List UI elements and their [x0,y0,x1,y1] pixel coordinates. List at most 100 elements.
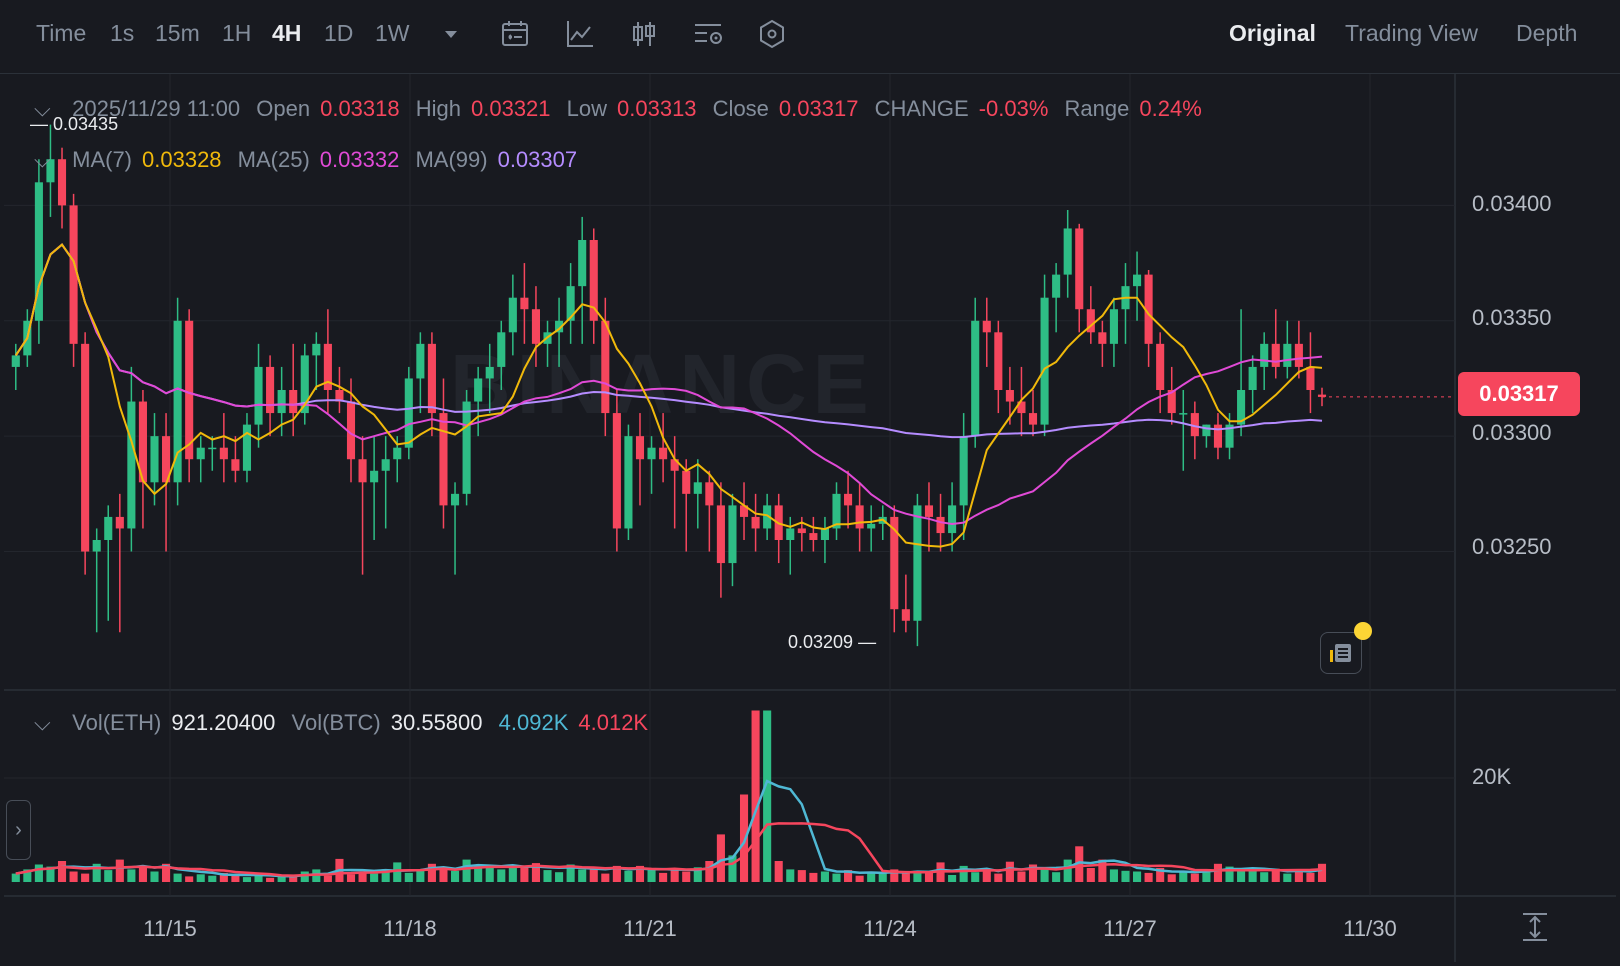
volume-bar [739,794,749,882]
volume-bar [23,869,32,882]
volume-bar [1202,869,1211,882]
timeframe-4h[interactable]: 4H [272,20,302,46]
volume-bar [751,710,760,882]
calendar-range-icon[interactable] [498,17,532,51]
collapse-chevron-icon[interactable]: ⌵ [34,96,51,121]
candle-up [104,516,113,540]
candle-down [1098,332,1107,344]
candle-up [1109,309,1118,344]
timeframe-1w[interactable]: 1W [375,20,410,46]
volume-bar [809,872,818,882]
candle-down [81,343,90,552]
timeframe-1d[interactable]: 1D [324,20,354,46]
volume-bar [162,863,171,882]
candle-up [34,182,43,321]
volume-bar [763,710,772,882]
time-axis-label: 11/24 [863,916,917,941]
candle-down [1005,390,1014,402]
volume-bar [1271,868,1280,882]
volume-bar [1133,871,1142,882]
volume-bar [948,875,957,882]
volume-bar [81,873,90,882]
current-price-tag: 0.03317 [1458,372,1580,416]
expand-sidebar-button[interactable]: › [6,800,31,860]
volume-bar [1098,859,1107,882]
volume-bar [1028,864,1038,882]
volume-bar [913,870,922,882]
volume-bar [1190,873,1199,882]
indicator-settings-icon[interactable] [691,17,725,51]
volume-bar [716,834,725,882]
volume-bar [485,866,494,882]
candle-up [1248,366,1257,390]
ma99-value: 0.03307 [497,147,578,172]
volume-collapse-chevron-icon[interactable]: ⌵ [34,710,51,735]
candle-down [809,533,818,540]
candle-up [254,366,263,425]
volume-bar [150,871,159,882]
candle-down [1271,343,1280,367]
volume-bar [46,866,55,882]
line-chart-icon[interactable] [563,17,597,51]
dropdown-caret-icon[interactable] [434,17,468,51]
candle-down [682,470,691,494]
candle-down [890,516,899,610]
fit-vertical-icon[interactable] [1518,910,1552,944]
candle-down [289,390,298,414]
close-value: 0.03317 [778,96,859,121]
time-axis-label: 11/18 [383,916,437,941]
candle-up [1052,274,1061,298]
open-label: Open [256,96,311,121]
candle-down [1017,401,1026,414]
volume-bar [624,870,633,882]
volume-bar [1063,859,1072,882]
volume-bar [601,873,610,882]
news-button[interactable] [1320,632,1362,674]
candle-down [936,516,945,534]
volume-bar [994,873,1003,882]
volume-bar [346,874,356,882]
hexagon-settings-icon[interactable] [755,17,789,51]
candle-up [566,286,575,321]
volume-bar [208,875,217,882]
candle-type-icon[interactable] [627,17,661,51]
candle-up [948,505,957,534]
change-value: -0.03% [978,96,1049,121]
range-value: 0.24% [1139,96,1202,121]
candle-down [844,493,853,506]
volume-bar [566,864,575,882]
timeframe-time[interactable]: Time [36,20,87,46]
volume-bar [543,870,552,882]
ma7-label: MA(7) [72,147,133,172]
volume-bar [219,872,228,882]
volume-bar [173,873,182,882]
volume-bar [427,863,436,882]
timeframe-1s[interactable]: 1s [110,20,135,46]
candle-down [162,436,171,483]
candle-up [959,436,968,506]
volume-bar [1179,871,1188,882]
volume-bar [1294,870,1303,882]
candle-up [92,540,101,552]
candle-up [624,436,633,529]
candle-down [589,240,598,321]
candle-up [208,447,217,450]
timeframe-15m[interactable]: 15m [155,20,200,46]
volume-bar [555,872,564,882]
view-depth[interactable]: Depth [1516,20,1578,46]
candle-down [185,320,194,460]
view-trading-view[interactable]: Trading View [1345,20,1478,46]
volume-bar [1237,871,1246,882]
view-original[interactable]: Original [1229,20,1316,46]
volume-bar [647,870,656,882]
volume-bar [1109,869,1118,882]
candle-down [138,401,147,483]
timeframe-1h[interactable]: 1H [222,20,252,46]
volume-bar [439,866,448,882]
ma-collapse-chevron-icon[interactable]: ⌵ [34,147,51,172]
volume-bar [185,876,194,882]
price-axis-label: 0.03300 [1472,420,1552,445]
candle-up [370,470,379,483]
candle-down [1086,309,1095,333]
